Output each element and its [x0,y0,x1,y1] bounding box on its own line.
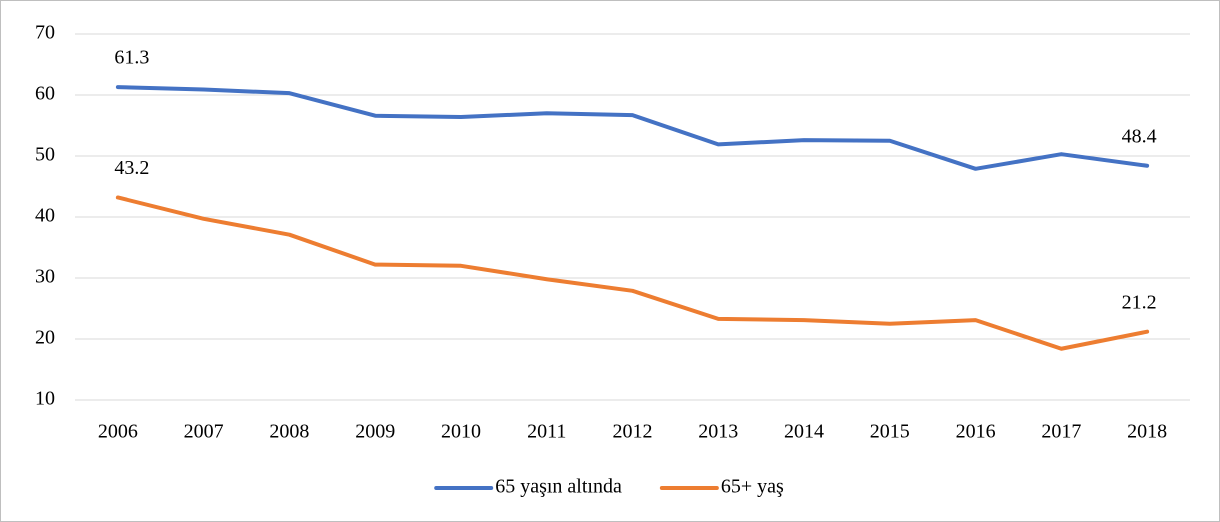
x-tick-label: 2011 [527,421,566,443]
data-label: 21.2 [1122,291,1157,313]
data-label: 43.2 [114,157,149,179]
x-tick-label: 2014 [784,421,824,443]
x-tick-label: 2017 [1041,421,1081,443]
x-tick-label: 2009 [355,421,395,443]
series-line [115,195,1150,351]
x-tick-label: 2015 [870,421,910,443]
x-tick-label: 2018 [1127,421,1167,443]
y-tick-label: 60 [35,83,55,105]
series-line [115,85,1150,171]
x-tick-label: 2006 [98,421,138,443]
data-label: 48.4 [1122,125,1157,147]
data-label: 61.3 [114,47,149,69]
x-tick-label: 2010 [441,421,481,443]
y-tick-label: 70 [35,22,55,44]
legend-label: 65+ yaş [721,476,784,498]
y-tick-label: 30 [35,266,55,288]
x-tick-label: 2016 [956,421,996,443]
x-tick-label: 2008 [269,421,309,443]
y-tick-label: 40 [35,205,55,227]
y-tick-label: 10 [35,388,55,410]
legend-label: 65 yaşın altında [495,476,622,498]
y-tick-label: 20 [35,327,55,349]
x-tick-label: 2012 [613,421,653,443]
x-tick-label: 2013 [698,421,738,443]
y-tick-label: 50 [35,144,55,166]
x-tick-label: 2007 [184,421,224,443]
